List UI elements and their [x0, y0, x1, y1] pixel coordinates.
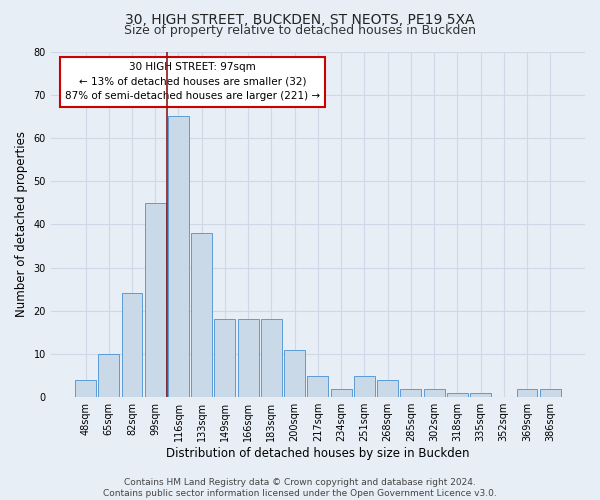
- Y-axis label: Number of detached properties: Number of detached properties: [15, 132, 28, 318]
- Bar: [214, 320, 235, 397]
- Bar: [307, 376, 328, 397]
- Text: Contains HM Land Registry data © Crown copyright and database right 2024.
Contai: Contains HM Land Registry data © Crown c…: [103, 478, 497, 498]
- Bar: [284, 350, 305, 397]
- Text: 30 HIGH STREET: 97sqm
← 13% of detached houses are smaller (32)
87% of semi-deta: 30 HIGH STREET: 97sqm ← 13% of detached …: [65, 62, 320, 102]
- Bar: [400, 388, 421, 397]
- Text: Size of property relative to detached houses in Buckden: Size of property relative to detached ho…: [124, 24, 476, 37]
- Bar: [424, 388, 445, 397]
- Bar: [145, 202, 166, 397]
- Bar: [238, 320, 259, 397]
- Bar: [261, 320, 282, 397]
- Bar: [122, 294, 142, 397]
- Bar: [540, 388, 561, 397]
- Bar: [98, 354, 119, 397]
- Bar: [470, 393, 491, 397]
- Bar: [354, 376, 375, 397]
- Text: 30, HIGH STREET, BUCKDEN, ST NEOTS, PE19 5XA: 30, HIGH STREET, BUCKDEN, ST NEOTS, PE19…: [125, 12, 475, 26]
- Bar: [377, 380, 398, 397]
- X-axis label: Distribution of detached houses by size in Buckden: Distribution of detached houses by size …: [166, 447, 470, 460]
- Bar: [168, 116, 189, 397]
- Bar: [447, 393, 468, 397]
- Bar: [331, 388, 352, 397]
- Bar: [191, 233, 212, 397]
- Bar: [517, 388, 538, 397]
- Bar: [75, 380, 96, 397]
